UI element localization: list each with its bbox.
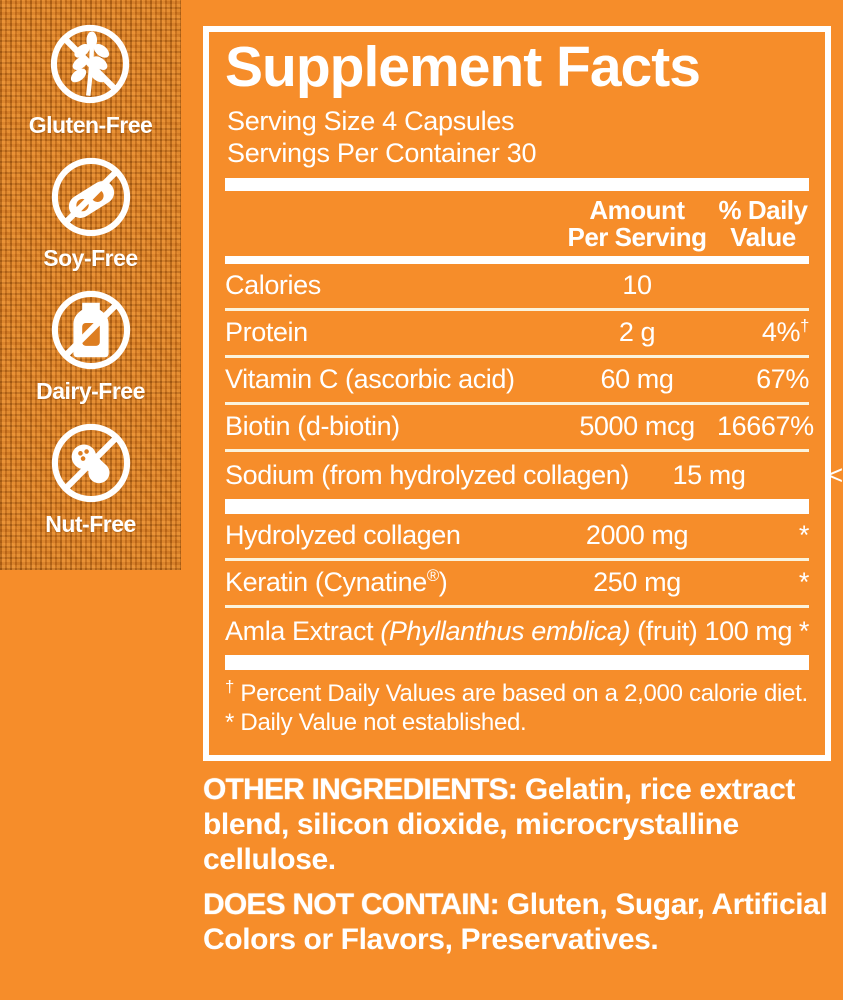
- badge-soy-free: Soy-Free: [43, 153, 138, 272]
- servings-per-container: Servings Per Container 30: [227, 137, 537, 168]
- badge-nut-free: Nut-Free: [45, 419, 136, 538]
- daily-value-header: % Daily Value: [718, 194, 809, 253]
- table-row: Vitamin C (ascorbic acid) 60 mg 67%: [225, 358, 809, 405]
- allergen-sidebar: Gluten-Free Soy-Free Dairy-Free: [0, 0, 181, 570]
- table-row: Protein 2 g 4%†: [225, 311, 809, 358]
- ingredients-section: OTHER INGREDIENTS: Gelatin, rice extract…: [203, 772, 835, 967]
- does-not-contain: DOES NOT CONTAIN: Gluten, Sugar, Artific…: [203, 888, 828, 957]
- section-divider: [225, 654, 809, 670]
- table-row: Amla Extract (Phyllanthus emblica) (frui…: [225, 615, 809, 646]
- serving-size: Serving Size 4 Capsules: [227, 106, 515, 137]
- other-ingredients-label: OTHER INGREDIENTS:: [203, 773, 518, 806]
- badge-label: Nut-Free: [45, 511, 136, 537]
- divider-thick: [225, 177, 809, 191]
- footnote-not-established: * Daily Value not established.: [225, 709, 527, 737]
- badge-gluten-free: Gluten-Free: [29, 20, 153, 139]
- footnotes: † Percent Daily Values are based on a 2,…: [225, 676, 809, 738]
- serving-info: Serving Size 4 Capsules Servings Per Con…: [225, 106, 809, 170]
- table-row: Biotin (d-biotin) 5000 mcg 16667%: [225, 405, 814, 452]
- footnote-daily-values: † Percent Daily Values are based on a 2,…: [225, 676, 808, 707]
- does-not-contain-label: DOES NOT CONTAIN:: [203, 888, 500, 922]
- badge-label: Gluten-Free: [28, 112, 153, 138]
- section-divider: [225, 498, 809, 514]
- table-row: Keratin (Cynatine®) 250 mg *: [225, 561, 809, 608]
- soybean-slash-icon: [51, 157, 130, 237]
- other-ingredients: OTHER INGREDIENTS: Gelatin, rice extract…: [203, 773, 795, 877]
- supplement-facts-panel: Supplement Facts Serving Size 4 Capsules…: [203, 26, 843, 761]
- badge-label: Soy-Free: [43, 245, 138, 271]
- table-row: Hydrolyzed collagen 2000 mg *: [225, 514, 809, 561]
- wheat-slash-icon: [51, 24, 130, 104]
- milk-bottle-slash-icon: [51, 290, 130, 370]
- badge-dairy-free: Dairy-Free: [36, 286, 145, 405]
- badge-label: Dairy-Free: [36, 378, 145, 404]
- table-header: Amount Per Serving % Daily Value: [225, 194, 809, 253]
- divider-medium: [225, 255, 809, 264]
- panel-title: Supplement Facts: [225, 35, 701, 99]
- table-row: Sodium (from hydrolyzed collagen) 15 mg …: [225, 459, 843, 490]
- amount-header: Amount Per Serving: [567, 194, 707, 253]
- table-row: Calories 10: [225, 264, 809, 311]
- peanut-slash-icon: [51, 423, 130, 503]
